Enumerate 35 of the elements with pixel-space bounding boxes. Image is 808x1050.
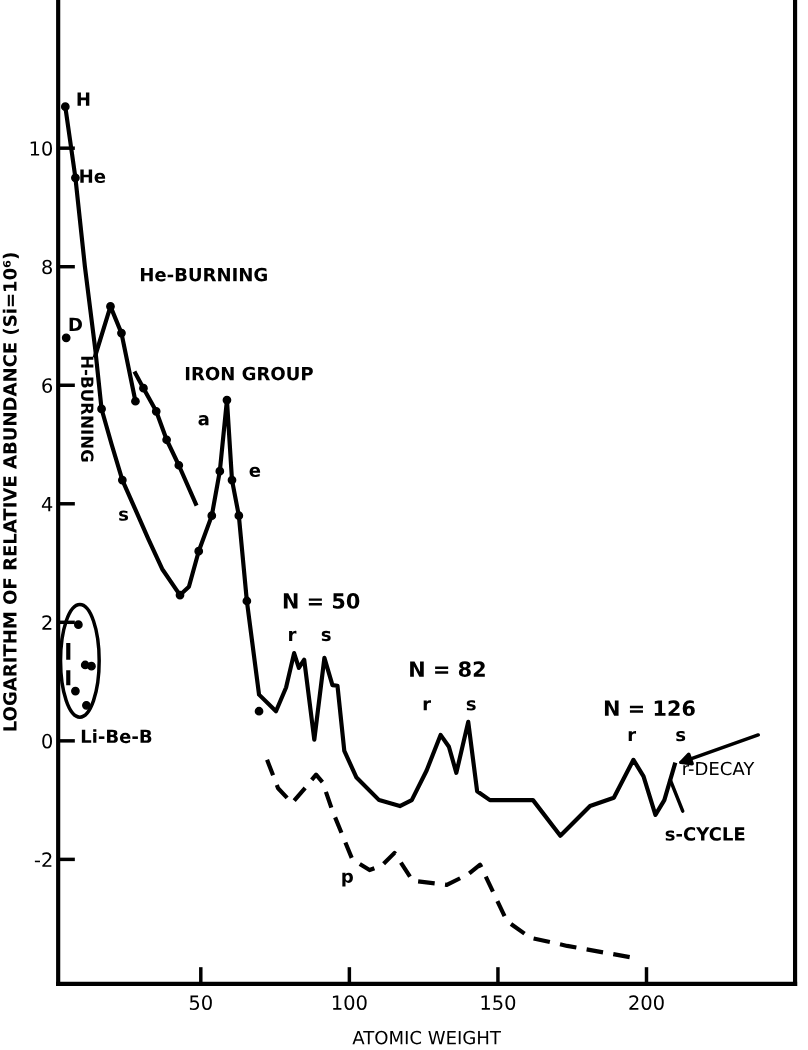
y-tick-label: 10 xyxy=(30,141,53,156)
x-tick-label: 150 xyxy=(481,995,516,1011)
x-tick-label: 200 xyxy=(629,995,664,1011)
annotation: s xyxy=(119,510,129,521)
annotation: s xyxy=(676,730,686,742)
annotation: D xyxy=(69,317,82,331)
annotation: r-DECAY xyxy=(683,761,755,776)
annotation: r xyxy=(423,700,432,711)
x-tick-label: 50 xyxy=(189,995,212,1011)
annotation: p xyxy=(342,872,353,887)
annotation: H-BURNING xyxy=(80,356,94,462)
y-tick-label: -2 xyxy=(34,852,52,867)
annotation: Li-Be-B xyxy=(81,729,152,744)
x-tick-label: 100 xyxy=(332,995,367,1011)
x-axis-title: ATOMIC WEIGHT xyxy=(352,1030,501,1045)
y-axis-title: LOGARITHM OF RELATIVE ABUNDANCE (Si=10⁶) xyxy=(2,253,19,731)
annotation: s xyxy=(466,700,476,711)
annotation: N = 82 xyxy=(410,661,485,677)
annotation: s-CYCLE xyxy=(665,827,745,841)
y-tick-label: 6 xyxy=(42,378,53,393)
annotation: s xyxy=(321,630,331,642)
annotation: r xyxy=(289,630,297,641)
y-tick-label: 4 xyxy=(41,496,53,512)
annotation: H xyxy=(77,92,90,106)
y-tick-label: 2 xyxy=(42,615,52,630)
annotation: N = 126 xyxy=(604,700,695,717)
annotation: e xyxy=(249,466,261,478)
y-tick-label: 8 xyxy=(42,259,52,275)
y-tick-label: 0 xyxy=(42,733,53,749)
annotation: N = 50 xyxy=(283,593,360,609)
annotation: He-BURNING xyxy=(140,267,267,282)
annotation: r xyxy=(628,730,637,742)
annotation: IRON GROUP xyxy=(185,366,313,381)
annotation: He xyxy=(80,169,106,184)
annotation: a xyxy=(198,415,209,426)
